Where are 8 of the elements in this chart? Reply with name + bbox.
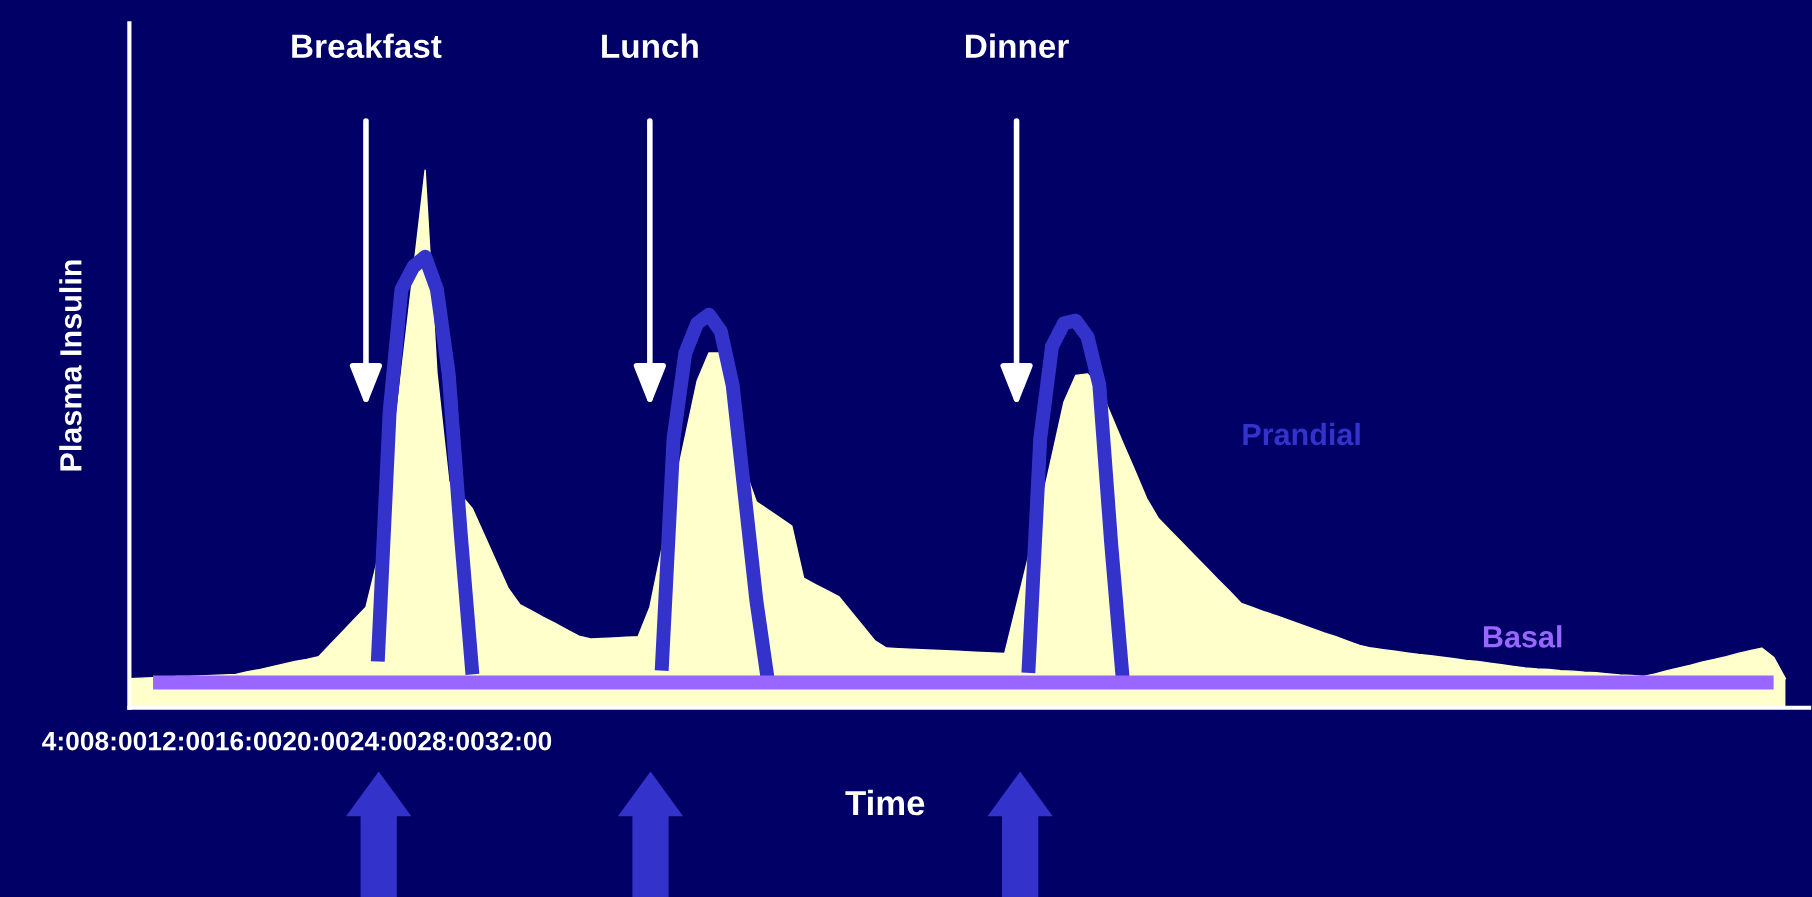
series-label: Basal — [1483, 625, 1562, 648]
text: Prandial — [1243, 422, 1360, 446]
text: Lunch — [602, 33, 698, 59]
text: 4:008:0012:0016:0020:0024:0028:0032:00 — [42, 731, 552, 751]
x-axis-title: Time — [845, 789, 925, 816]
text: Breakfast — [292, 33, 442, 59]
y-axis-title: Plasma Insulin — [59, 260, 82, 471]
text: Dinner — [966, 33, 1069, 59]
